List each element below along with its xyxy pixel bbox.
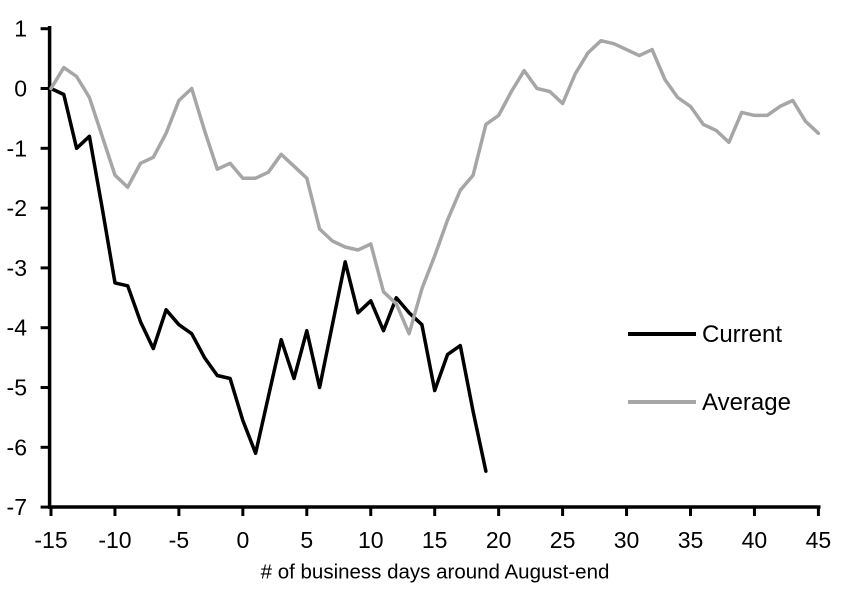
y-tick-label: -1 xyxy=(7,135,27,161)
y-tick-label: 1 xyxy=(14,16,27,42)
y-tick-label: -6 xyxy=(7,434,27,460)
legend: Current Average xyxy=(628,321,791,416)
x-tick-label: 35 xyxy=(678,527,704,553)
y-tick-label: -2 xyxy=(7,195,27,221)
x-tick-label: 30 xyxy=(614,527,640,553)
x-tick-label: 10 xyxy=(358,527,384,553)
series-line-average xyxy=(49,38,821,336)
x-tick-label: 20 xyxy=(486,527,512,553)
x-tick-label: 15 xyxy=(422,527,448,553)
x-tick-label: -15 xyxy=(34,527,67,553)
x-tick-label: -10 xyxy=(98,527,131,553)
legend-average-label: Average xyxy=(702,389,791,416)
x-axis-title: # of business days around August-end xyxy=(261,561,610,584)
x-tick-label: 0 xyxy=(236,527,249,553)
x-tick-label: 45 xyxy=(806,527,832,553)
x-tick-label: -5 xyxy=(169,527,189,553)
x-tick-label: 5 xyxy=(300,527,313,553)
series-line-current xyxy=(49,86,488,473)
y-tick-label: 0 xyxy=(14,76,27,102)
x-tick-label: 40 xyxy=(742,527,768,553)
legend-current-label: Current xyxy=(702,321,782,348)
y-tick-label: -3 xyxy=(7,255,27,281)
y-tick-label: -7 xyxy=(7,494,27,520)
y-tick-label: -4 xyxy=(7,315,28,341)
y-tick-label: -5 xyxy=(7,375,27,401)
x-tick-label: 25 xyxy=(550,527,576,553)
axes-layer: 10-1-2-3-4-5-6-7-15 -10 -5 0 5 10 15 20 25 30 35 40… xyxy=(7,16,832,553)
series-layer xyxy=(49,38,821,473)
